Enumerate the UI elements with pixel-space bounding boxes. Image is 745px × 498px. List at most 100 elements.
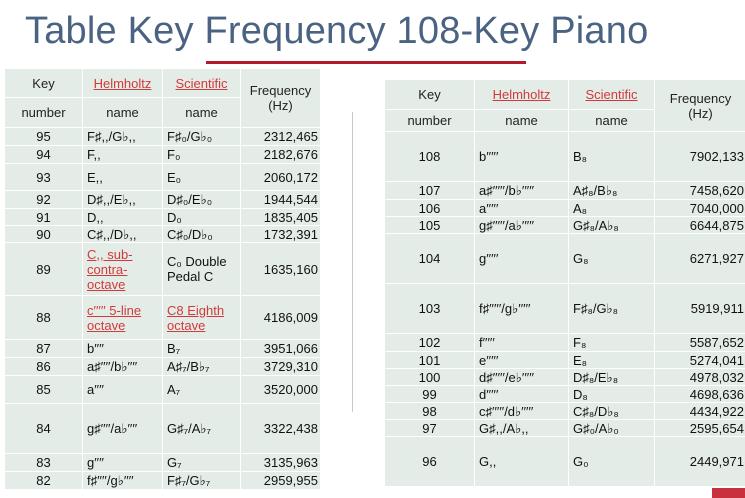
scientific-name: A♯₈/B♭₈ [568, 181, 655, 200]
title-underline [206, 61, 526, 64]
table-row: 106 a′′′′′ A₈ 7040,000 [384, 199, 745, 217]
table-row: 87 b′′′′ B₇ 3951,066 [4, 339, 321, 358]
scientific-name: G₀ [568, 436, 655, 487]
table-row: 98 c♯′′′′′/d♭′′′′′ C♯₈/D♭₈ 4434,922 [384, 402, 745, 420]
frequency-value: 4434,922 [654, 402, 745, 420]
scientific-name: C♯₀/D♭₀ [162, 225, 241, 243]
table-row: 86 a♯′′′′/b♭′′′′ A♯₇/B♭₇ 3729,310 [4, 357, 321, 376]
frequency-value: 3951,066 [240, 339, 321, 358]
header-number: number [4, 97, 83, 128]
helmholtz-name: D,, [82, 208, 163, 226]
helmholtz-name: g♯′′′′/a♭′′′′ [82, 403, 163, 454]
scientific-name: G♯₀/A♭₀ [568, 419, 655, 437]
scientific-name: G₇ [162, 453, 241, 472]
scientific-name: G♯₇/A♭₇ [162, 403, 241, 454]
key-number: 83 [4, 453, 83, 472]
helmholtz-name: b′′′′′ [474, 131, 569, 182]
helmholtz-name: f′′′′′ [474, 333, 569, 352]
table-row: 104 g′′′′′ G₈ 6271,927 [384, 233, 745, 284]
header-key: Key [4, 68, 83, 98]
table-row: 97 G♯,,/A♭,, G♯₀/A♭₀ 2595,654 [384, 419, 745, 437]
helmholtz-name-link[interactable]: C,, sub-contra-octave [82, 242, 163, 296]
helmholtz-name: a′′′′′ [474, 199, 569, 217]
key-number: 85 [4, 375, 83, 404]
frequency-value: 2595,654 [654, 419, 745, 437]
header-key: Key [384, 79, 475, 110]
frequency-value: 2060,172 [240, 163, 321, 191]
key-number: 105 [384, 216, 475, 234]
frequency-value: 1732,391 [240, 225, 321, 243]
helmholtz-name: e′′′′′ [474, 351, 569, 369]
table-row: 95 F♯,,/G♭,, F♯₀/G♭₀ 2312,465 [4, 127, 321, 146]
key-number: 91 [4, 208, 83, 226]
table-row: 91 D,, D₀ 1835,405 [4, 208, 321, 226]
table-row: 100 d♯′′′′′/e♭′′′′′ D♯₈/E♭₈ 4978,032 [384, 368, 745, 386]
scientific-name: B₈ [568, 131, 655, 182]
table-row: 85 a′′′′ A₇ 3520,000 [4, 375, 321, 404]
frequency-value: 7040,000 [654, 199, 745, 217]
key-number: 100 [384, 368, 475, 386]
header-helmholtz-link[interactable]: Helmholtz [82, 68, 163, 98]
scientific-name: D₀ [162, 208, 241, 226]
frequency-value: 1944,544 [240, 190, 321, 209]
table-row: 89 C,, sub-contra-octave C₀ Double Pedal… [4, 242, 321, 296]
scientific-name: F₀ [162, 145, 241, 164]
table-row: 108 b′′′′′ B₈ 7902,133 [384, 131, 745, 182]
frequency-value: 2312,465 [240, 127, 321, 146]
frequency-value: 5587,652 [654, 333, 745, 352]
table-row: 101 e′′′′′ E₈ 5274,041 [384, 351, 745, 369]
header-helmholtz-link[interactable]: Helmholtz [474, 79, 569, 110]
table-row: 82 f♯′′′′/g♭′′′′ F♯₇/G♭₇ 2959,955 [4, 471, 321, 490]
table-row: 105 g♯′′′′′/a♭′′′′′ G♯₈/A♭₈ 6644,875 [384, 216, 745, 234]
key-number: 107 [384, 181, 475, 200]
key-number: 93 [4, 163, 83, 191]
key-number: 88 [4, 295, 83, 340]
helmholtz-name: C♯,,/D♭,, [82, 225, 163, 243]
frequency-value: 1835,405 [240, 208, 321, 226]
scientific-name: F₈ [568, 333, 655, 352]
header-number: number [384, 109, 475, 132]
header-frequency: Frequency (Hz) [240, 68, 321, 128]
header-name: name [82, 97, 163, 128]
key-number: 97 [384, 419, 475, 437]
frequency-value: 3135,963 [240, 453, 321, 472]
key-number: 94 [4, 145, 83, 164]
key-number: 103 [384, 283, 475, 334]
helmholtz-name: a♯′′′′/b♭′′′′ [82, 357, 163, 376]
helmholtz-name: a′′′′ [82, 375, 163, 404]
scientific-name: D♯₀/E♭₀ [162, 190, 241, 209]
scientific-name-link[interactable]: C8 Eighth octave [162, 295, 241, 340]
header-name: name [162, 97, 241, 128]
table-row: 103 f♯′′′′′/g♭′′′′′ F♯₈/G♭₈ 5919,911 [384, 283, 745, 334]
frequency-value: 2449,971 [654, 436, 745, 487]
table-row: 107 a♯′′′′′/b♭′′′′′ A♯₈/B♭₈ 7458,620 [384, 181, 745, 200]
helmholtz-name: b′′′′ [82, 339, 163, 358]
scientific-name: A♯₇/B♭₇ [162, 357, 241, 376]
key-number: 102 [384, 333, 475, 352]
table-row: 99 d′′′′′ D₈ 4698,636 [384, 385, 745, 403]
frequency-value: 5274,041 [654, 351, 745, 369]
helmholtz-name: F♯,,/G♭,, [82, 127, 163, 146]
key-number: 86 [4, 357, 83, 376]
header-name: name [474, 109, 569, 132]
helmholtz-name: E,, [82, 163, 163, 191]
helmholtz-name-link[interactable]: c′′′′′ 5-line octave [82, 295, 163, 340]
key-number: 108 [384, 131, 475, 182]
helmholtz-name: D♯,,/E♭,, [82, 190, 163, 209]
scientific-name: F♯₀/G♭₀ [162, 127, 241, 146]
scientific-name: F♯₇/G♭₇ [162, 471, 241, 490]
key-number: 92 [4, 190, 83, 209]
header-scientific-link[interactable]: Scientific [162, 68, 241, 98]
frequency-value: 6644,875 [654, 216, 745, 234]
key-number: 87 [4, 339, 83, 358]
key-number: 101 [384, 351, 475, 369]
scientific-name: G♯₈/A♭₈ [568, 216, 655, 234]
header-scientific-link[interactable]: Scientific [568, 79, 655, 110]
frequency-value: 7902,133 [654, 131, 745, 182]
scientific-name: A₇ [162, 375, 241, 404]
table-row: 93 E,, E₀ 2060,172 [4, 163, 321, 191]
scientific-name: F♯₈/G♭₈ [568, 283, 655, 334]
table-row: 92 D♯,,/E♭,, D♯₀/E♭₀ 1944,544 [4, 190, 321, 209]
table-row: 94 F,, F₀ 2182,676 [4, 145, 321, 164]
frequency-value: 2182,676 [240, 145, 321, 164]
